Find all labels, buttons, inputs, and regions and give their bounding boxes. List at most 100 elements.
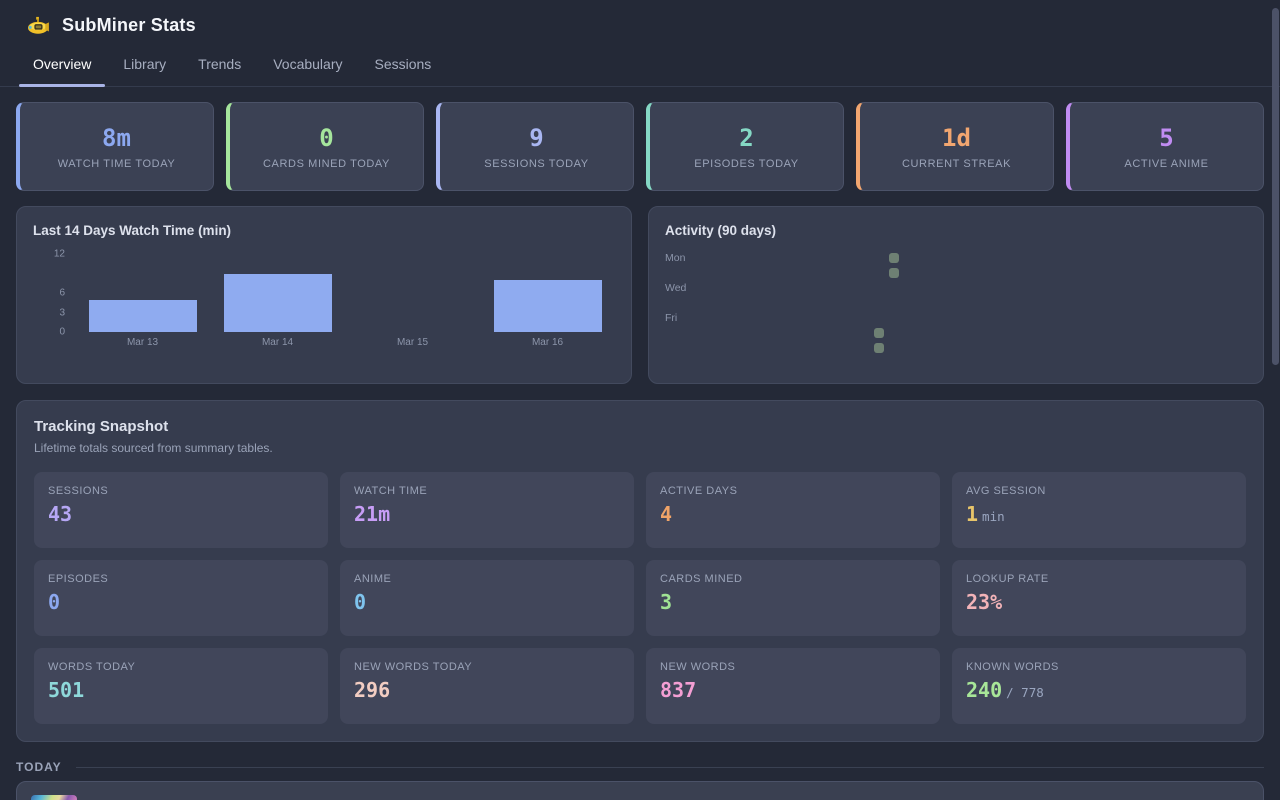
chart-x-axis: Mar 13 Mar 14 Mar 15 Mar 16 <box>75 337 615 348</box>
heatmap-cell <box>859 343 869 353</box>
tracking-cell-value: 0 <box>48 590 314 614</box>
heatmap-cell <box>784 298 794 308</box>
y-tick-label: 6 <box>59 287 65 299</box>
heatmap-cell <box>889 298 899 308</box>
bar-mar-13 <box>88 299 197 332</box>
heatmap-cell <box>754 253 764 263</box>
heatmap-cell <box>844 268 854 278</box>
tracking-cell-sessions: SESSIONS 43 <box>34 472 328 548</box>
tracking-cell-label: AVG SESSION <box>966 485 1046 497</box>
chart-y-axis: 0 3 6 12 <box>33 249 75 338</box>
heatmap-cell <box>814 313 824 323</box>
tracking-cell-value: 296 <box>354 678 620 702</box>
heatmap-cell <box>844 313 854 323</box>
anime-thumbnail[interactable] <box>31 795 77 800</box>
today-divider <box>75 766 1264 768</box>
bar-slot <box>345 254 480 332</box>
heatmap-cell <box>769 298 779 308</box>
heatmap-cell <box>829 253 839 263</box>
heatmap-cell <box>844 283 854 293</box>
heatmap-cell <box>754 328 764 338</box>
heatmap-cell <box>709 343 719 353</box>
heatmap-active-cell <box>874 328 884 338</box>
tracking-cell-label: NEW WORDS <box>660 661 736 673</box>
heatmap-grid <box>709 253 899 353</box>
stat-card-value: 5 <box>1159 123 1174 152</box>
bar-chart: 0 3 6 12 <box>33 249 615 338</box>
tab-bar: Overview Library Trends Vocabulary Sessions <box>0 46 1280 87</box>
heatmap-cell <box>784 268 794 278</box>
tab-vocabulary[interactable]: Vocabulary <box>273 46 342 86</box>
heatmap-row-label-wed: Wed <box>665 282 687 294</box>
tracking-cell-cards-mined: CARDS MINED 3 <box>646 560 940 636</box>
heatmap-cell <box>814 253 824 263</box>
tab-library[interactable]: Library <box>123 46 166 86</box>
heatmap-cell <box>874 313 884 323</box>
stat-card-current-streak: 1d CURRENT STREAK <box>856 102 1054 191</box>
tracking-cell-value: 1 min <box>966 502 1232 526</box>
heatmap-cell <box>799 268 809 278</box>
tracking-cell-number: 0 <box>48 590 61 614</box>
heatmap-cell <box>754 283 764 293</box>
tracking-cell-new-words: NEW WORDS 837 <box>646 648 940 724</box>
activity-heatmap: Mon Wed Fri <box>665 252 1247 358</box>
heatmap-cell <box>724 343 734 353</box>
tracking-cell-lookup-rate: LOOKUP RATE 23% <box>952 560 1246 636</box>
bar-mar-14 <box>223 273 332 332</box>
tracking-cell-value: 23% <box>966 590 1232 614</box>
tracking-cell-value: 21m <box>354 502 620 526</box>
heatmap-cell <box>754 268 764 278</box>
heatmap-cell <box>874 298 884 308</box>
heatmap-row-label-fri: Fri <box>665 312 678 324</box>
today-session-card[interactable] <box>16 781 1264 800</box>
heatmap-cell <box>784 313 794 323</box>
stat-card-value: 8m <box>102 123 131 152</box>
stat-card-value: 9 <box>529 123 544 152</box>
heatmap-cell <box>814 328 824 338</box>
heatmap-active-cell <box>889 253 899 263</box>
stat-card-label: EPISODES TODAY <box>694 157 799 170</box>
chart-plot-area <box>75 254 615 332</box>
heatmap-cell <box>724 268 734 278</box>
stat-card-label: CARDS MINED TODAY <box>263 157 390 170</box>
app-header: SubMiner Stats <box>0 0 1280 46</box>
tracking-cell-number: 501 <box>48 678 85 702</box>
x-tick-label: Mar 15 <box>396 337 429 348</box>
heatmap-cell <box>874 283 884 293</box>
middle-panels: Last 14 Days Watch Time (min) 0 3 6 12 Mar … <box>16 206 1264 384</box>
heatmap-cell <box>844 298 854 308</box>
heatmap-cell <box>844 253 854 263</box>
heatmap-cell <box>724 283 734 293</box>
heatmap-cell <box>799 283 809 293</box>
heatmap-cell <box>859 253 869 263</box>
tracking-cell-known-words: KNOWN WORDS 240/ 778 <box>952 648 1246 724</box>
chart-title: Last 14 Days Watch Time (min) <box>33 223 232 238</box>
heatmap-cell <box>754 343 764 353</box>
tracking-cell-number: 1 <box>966 502 979 526</box>
tracking-cell-label: CARDS MINED <box>660 573 743 585</box>
tracking-cell-avg-session: AVG SESSION 1 min <box>952 472 1246 548</box>
heatmap-cell <box>784 253 794 263</box>
tracking-cell-label: EPISODES <box>48 573 109 585</box>
tab-trends[interactable]: Trends <box>198 46 241 86</box>
tracking-snapshot-panel: Tracking Snapshot Lifetime totals source… <box>16 400 1264 742</box>
submarine-icon <box>27 16 49 36</box>
tab-sessions[interactable]: Sessions <box>375 46 432 86</box>
vertical-scrollbar-thumb[interactable] <box>1272 8 1279 365</box>
tracking-cell-suffix: min <box>982 509 1005 524</box>
heatmap-cell <box>739 343 749 353</box>
heatmap-cell <box>859 313 869 323</box>
stat-card-label: SESSIONS TODAY <box>484 157 589 170</box>
activity-heatmap-panel: Activity (90 days) Mon Wed Fri <box>648 206 1264 384</box>
heatmap-cell <box>769 343 779 353</box>
heatmap-active-cell <box>874 343 884 353</box>
heatmap-cell <box>844 343 854 353</box>
tab-overview[interactable]: Overview <box>18 46 106 87</box>
heatmap-cell <box>739 283 749 293</box>
heatmap-cell <box>739 253 749 263</box>
tracking-cell-label: LOOKUP RATE <box>966 573 1049 585</box>
bar-slot <box>75 254 210 332</box>
tracking-cell-number: 21m <box>354 502 391 526</box>
heatmap-cell <box>859 298 869 308</box>
heatmap-cell <box>829 283 839 293</box>
